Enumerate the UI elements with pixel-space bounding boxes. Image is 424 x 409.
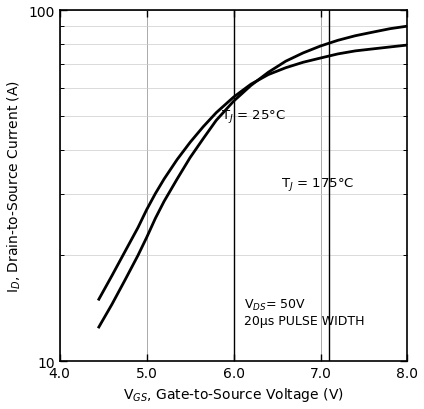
Text: T$_{J}$ = 25°C: T$_{J}$ = 25°C bbox=[220, 108, 285, 125]
Text: T$_{J}$ = 175°C: T$_{J}$ = 175°C bbox=[282, 176, 355, 193]
Text: V$_{DS}$= 50V
20μs PULSE WIDTH: V$_{DS}$= 50V 20μs PULSE WIDTH bbox=[244, 297, 365, 327]
X-axis label: V$_{GS}$, Gate-to-Source Voltage (V): V$_{GS}$, Gate-to-Source Voltage (V) bbox=[123, 386, 344, 403]
Y-axis label: I$_{D}$, Drain-to-Source Current (A): I$_{D}$, Drain-to-Source Current (A) bbox=[6, 80, 23, 292]
